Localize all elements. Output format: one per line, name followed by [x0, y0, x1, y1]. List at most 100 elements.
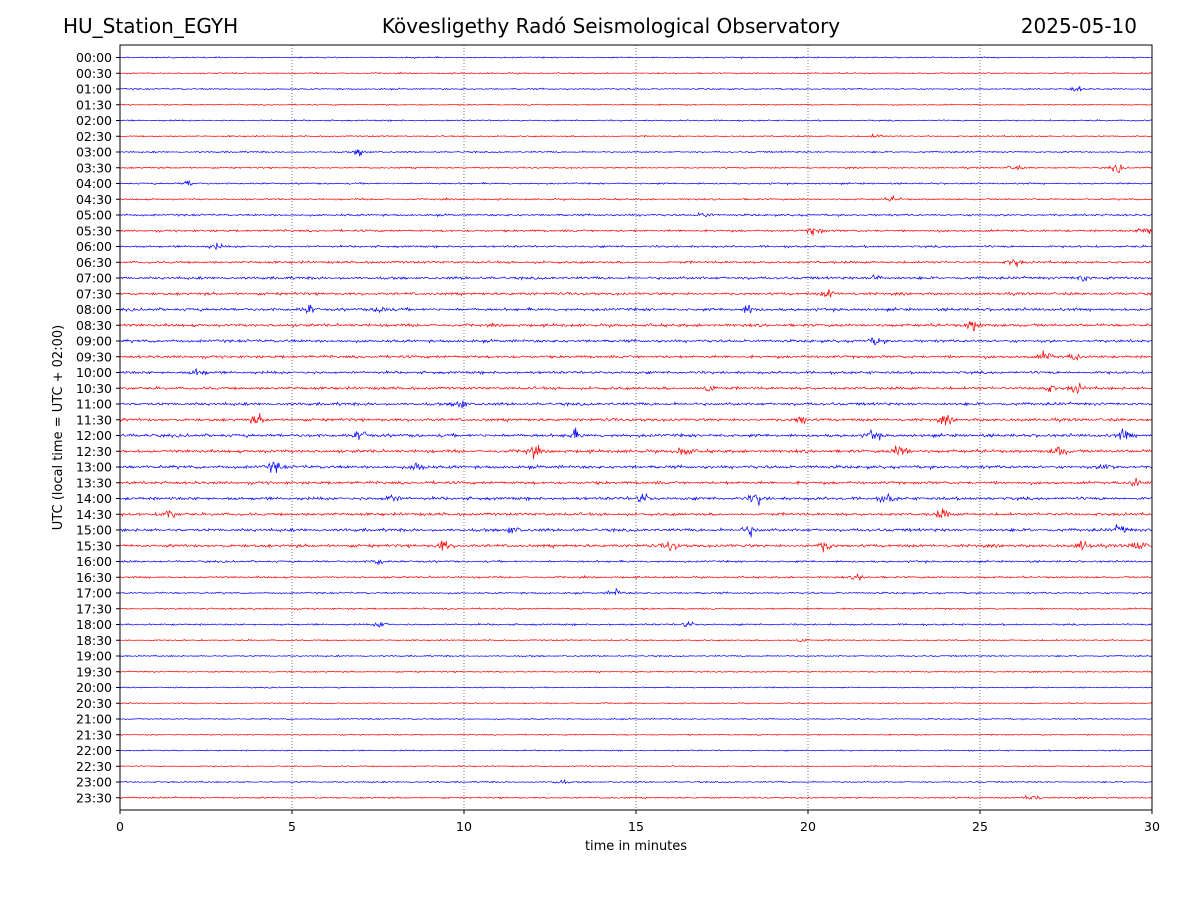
x-tick-label: 10	[456, 819, 472, 834]
trace-row	[119, 461, 1153, 473]
y-tick-label: 05:00	[76, 208, 112, 223]
y-tick-label: 23:30	[76, 790, 112, 805]
y-tick-label: 04:30	[76, 192, 112, 207]
x-tick-label: 0	[116, 819, 124, 834]
trace-row	[119, 573, 1153, 581]
trace-row	[119, 638, 1153, 643]
x-tick-label: 5	[288, 819, 296, 834]
trace-row	[119, 587, 1153, 595]
trace-row	[119, 85, 1153, 92]
y-tick-label: 00:30	[76, 66, 112, 81]
y-tick-label: 20:00	[76, 680, 112, 695]
y-tick-label: 14:30	[76, 507, 112, 522]
trace-row	[119, 670, 1153, 674]
x-tick-label: 15	[628, 819, 644, 834]
y-tick-label: 22:00	[76, 743, 112, 758]
y-tick-label: 07:30	[76, 286, 112, 301]
y-tick-label: 16:30	[76, 570, 112, 585]
y-tick-label: 10:30	[76, 381, 112, 396]
y-tick-label: 06:00	[76, 239, 112, 254]
trace-row	[119, 304, 1153, 314]
trace-row	[119, 733, 1153, 737]
trace-row	[119, 524, 1153, 538]
trace-row	[119, 211, 1153, 218]
x-tick-label: 25	[972, 819, 988, 834]
y-axis: 00:0000:3001:0001:3002:0002:3003:0003:30…	[76, 50, 120, 805]
y-tick-label: 08:00	[76, 302, 112, 317]
trace-row	[119, 71, 1153, 75]
y-tick-label: 01:00	[76, 82, 112, 97]
y-tick-label: 23:00	[76, 775, 112, 790]
x-axis: 0 5 10 15 20 25 30	[116, 810, 1160, 834]
y-tick-label: 18:00	[76, 617, 112, 632]
station-name: HU_Station_EGYH	[63, 14, 239, 38]
y-tick-label: 13:30	[76, 475, 112, 490]
y-tick-label: 11:30	[76, 412, 112, 427]
trace-row	[119, 164, 1153, 174]
trace-row	[119, 118, 1153, 123]
trace-row	[119, 382, 1153, 395]
y-tick-label: 03:00	[76, 145, 112, 160]
y-tick-label: 05:30	[76, 223, 112, 238]
y-tick-label: 02:30	[76, 129, 112, 144]
trace-row	[119, 778, 1153, 785]
trace-row	[119, 321, 1153, 332]
trace-row	[119, 427, 1153, 441]
trace-row	[119, 540, 1153, 553]
y-tick-label: 03:30	[76, 160, 112, 175]
y-tick-label: 19:30	[76, 664, 112, 679]
trace-row	[119, 764, 1153, 768]
trace-row	[119, 179, 1153, 187]
trace-row	[119, 749, 1153, 752]
y-tick-label: 21:00	[76, 712, 112, 727]
trace-row	[119, 273, 1153, 282]
trace-row	[119, 444, 1153, 460]
trace-row	[119, 686, 1153, 690]
trace-row	[119, 289, 1153, 298]
y-tick-label: 12:30	[76, 444, 112, 459]
trace-row	[119, 607, 1153, 611]
y-tick-label: 18:30	[76, 633, 112, 648]
y-tick-label: 15:00	[76, 523, 112, 538]
y-tick-label: 12:00	[76, 428, 112, 443]
y-tick-label: 21:30	[76, 727, 112, 742]
trace-row	[119, 620, 1153, 628]
trace-row	[119, 149, 1153, 157]
trace-row	[119, 413, 1153, 426]
y-tick-label: 17:30	[76, 601, 112, 616]
trace-row	[119, 132, 1153, 138]
trace-row	[119, 794, 1153, 800]
trace-row	[119, 654, 1153, 658]
y-tick-label: 20:30	[76, 696, 112, 711]
trace-row	[119, 56, 1153, 60]
trace-row	[119, 477, 1153, 487]
trace-row	[119, 258, 1153, 268]
y-axis-label: UTC (local time = UTC + 02:00)	[51, 325, 66, 530]
trace-row	[119, 228, 1153, 236]
trace-row	[119, 559, 1153, 566]
y-tick-label: 04:00	[76, 176, 112, 191]
grid-lines	[291, 45, 981, 810]
trace-row	[119, 350, 1153, 362]
y-tick-label: 02:00	[76, 113, 112, 128]
y-tick-label: 13:00	[76, 460, 112, 475]
y-tick-label: 10:00	[76, 365, 112, 380]
y-tick-label: 17:00	[76, 586, 112, 601]
trace-row	[119, 242, 1153, 250]
y-tick-label: 22:30	[76, 759, 112, 774]
y-tick-label: 14:00	[76, 491, 112, 506]
y-tick-label: 01:30	[76, 97, 112, 112]
trace-row	[119, 400, 1153, 409]
chart-date: 2025-05-10	[1020, 14, 1137, 38]
y-tick-label: 09:00	[76, 334, 112, 349]
y-tick-label: 19:00	[76, 649, 112, 664]
y-tick-label: 11:00	[76, 397, 112, 412]
y-tick-label: 16:00	[76, 554, 112, 569]
trace-row	[119, 701, 1153, 705]
y-tick-label: 00:00	[76, 50, 112, 65]
trace-row	[119, 337, 1153, 346]
x-tick-label: 30	[1144, 819, 1160, 834]
y-tick-label: 09:30	[76, 349, 112, 364]
trace-row	[119, 103, 1153, 107]
